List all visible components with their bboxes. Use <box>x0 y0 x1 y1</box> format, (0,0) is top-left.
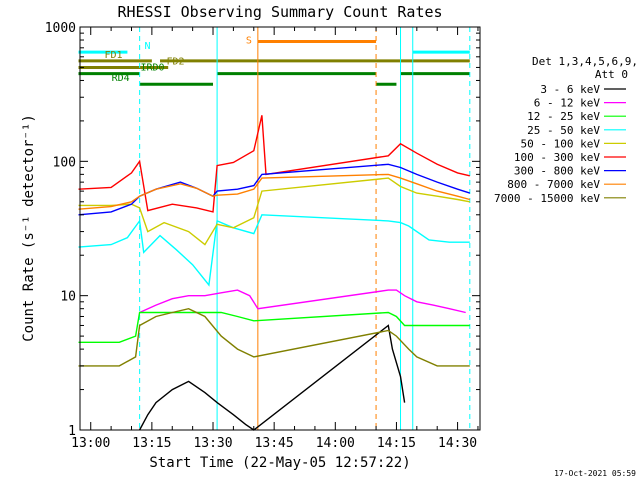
footer-timestamp: 17-Oct-2021 05:59 <box>554 469 636 478</box>
legend-label-100-300-kev: 100 - 300 keV <box>514 151 600 164</box>
y-axis-label: Count Rate (s⁻¹ detector⁻¹) <box>21 114 37 342</box>
flag-label-ird0: IRD0 <box>141 63 165 74</box>
flag-label-fd1: FD1 <box>105 50 123 61</box>
series-line-12-25-kev <box>78 311 470 343</box>
legend-label-300-800-kev: 300 - 800 keV <box>514 165 600 178</box>
legend-label-50-100-kev: 50 - 100 keV <box>521 137 601 150</box>
y-tick-label: 100 <box>53 155 76 170</box>
y-axis-ticks: 1 10 100 1000 <box>45 21 480 439</box>
chart-title: RHESSI Observing Summary Count Rates <box>117 3 442 21</box>
series-line-25-50-kev <box>78 214 470 287</box>
legend-label-7000-15000-kev: 7000 - 15000 keV <box>494 192 600 205</box>
legend-label-6-12-kev: 6 - 12 keV <box>534 97 601 110</box>
x-tick-label: 14:00 <box>316 436 355 451</box>
y-tick-label: 1 <box>68 424 76 439</box>
x-tick-label: 13:00 <box>71 436 110 451</box>
x-tick-label: 14:30 <box>438 436 477 451</box>
legend-label-12-25-kev: 12 - 25 keV <box>527 110 600 123</box>
x-tick-label: 14:15 <box>377 436 416 451</box>
legend-label-3-6-kev: 3 - 6 keV <box>540 83 600 96</box>
flag-label-s: S <box>246 35 252 46</box>
series-line-800-7000-kev <box>78 173 470 210</box>
legend-label-800-7000-kev: 800 - 7000 keV <box>507 178 600 191</box>
plot-frame <box>79 26 481 431</box>
x-tick-label: 13:45 <box>255 436 294 451</box>
legend-header-attenuator: Att 0 <box>595 68 628 81</box>
series-line-100-300-kev <box>78 115 470 213</box>
y-tick-label: 10 <box>60 290 76 305</box>
legend-header-detectors: Det 1,3,4,5,6,9, <box>532 55 638 68</box>
series-line-6-12-kev <box>139 289 466 314</box>
series-line-7000-15000-kev <box>78 307 470 367</box>
legend-label-25-50-kev: 25 - 50 keV <box>527 124 600 137</box>
flag-label-n: N <box>145 41 151 52</box>
series-lines <box>78 115 471 431</box>
x-tick-label: 13:30 <box>193 436 232 451</box>
series-line-50-100-kev <box>78 177 470 246</box>
x-axis-label: Start Time (22-May-05 12:57:22) <box>149 455 410 471</box>
series-line-3-6-kev <box>138 324 406 431</box>
x-axis-ticks: 13:00 13:15 13:30 13:45 14:00 14:15 14:30 <box>71 27 479 451</box>
x-tick-label: 13:15 <box>132 436 171 451</box>
flag-label-fd2: FD2 <box>167 56 185 67</box>
y-tick-label: 1000 <box>45 21 76 36</box>
flag-label-rd4: RD4 <box>112 73 130 84</box>
